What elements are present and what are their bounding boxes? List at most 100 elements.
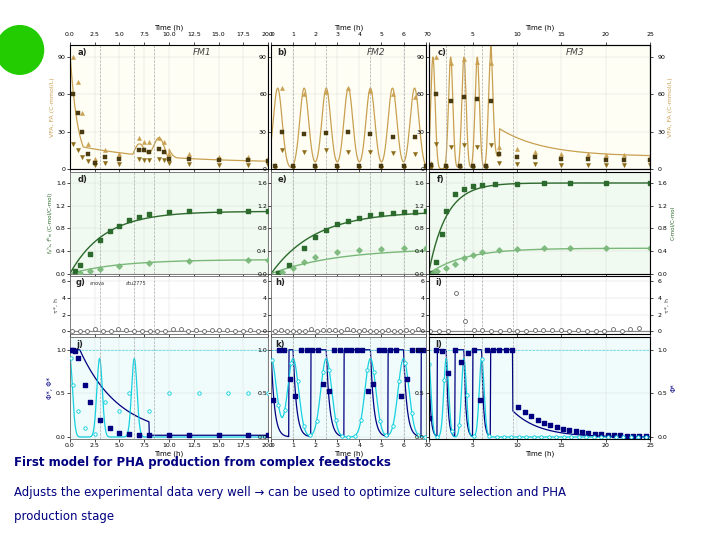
Point xyxy=(446,427,457,435)
Point xyxy=(133,431,145,440)
Point xyxy=(644,244,656,253)
Point xyxy=(580,433,592,441)
X-axis label: Time (h): Time (h) xyxy=(525,24,554,31)
Point xyxy=(328,346,340,354)
Point xyxy=(320,87,332,96)
Point xyxy=(143,137,155,146)
Point xyxy=(529,160,541,168)
Point xyxy=(282,327,293,335)
Point xyxy=(590,326,601,335)
Point xyxy=(346,346,357,354)
Point xyxy=(430,140,441,149)
Point xyxy=(468,346,480,354)
Point xyxy=(341,325,352,333)
Point xyxy=(557,424,569,433)
Point xyxy=(298,258,310,267)
Point xyxy=(298,422,310,430)
Point xyxy=(430,53,441,62)
Point xyxy=(213,207,225,215)
Point xyxy=(214,325,225,334)
Point xyxy=(193,389,204,397)
Point xyxy=(354,164,365,172)
Point xyxy=(334,346,346,354)
Point xyxy=(395,327,406,335)
Point xyxy=(262,157,274,166)
Point xyxy=(441,207,452,215)
Point xyxy=(397,161,409,170)
Point xyxy=(320,129,332,137)
Point xyxy=(441,164,452,172)
Point xyxy=(243,431,254,440)
Point xyxy=(89,430,100,438)
Point xyxy=(311,417,323,426)
Point xyxy=(136,326,148,335)
Point xyxy=(301,346,312,354)
Point xyxy=(634,324,645,333)
Point xyxy=(425,327,436,335)
Point xyxy=(595,430,607,438)
Point xyxy=(573,433,585,441)
Point xyxy=(237,327,248,336)
Point xyxy=(426,158,437,167)
Point xyxy=(397,244,409,253)
Point xyxy=(298,130,310,138)
Point xyxy=(143,431,155,440)
Point xyxy=(163,208,175,217)
Point xyxy=(458,254,469,263)
Point xyxy=(67,380,78,389)
Point xyxy=(183,160,194,168)
Point xyxy=(310,162,321,171)
Point xyxy=(564,327,575,336)
Point xyxy=(112,325,124,334)
Point xyxy=(331,164,343,172)
Text: i): i) xyxy=(435,278,442,287)
Text: a): a) xyxy=(78,48,87,57)
Point xyxy=(243,255,254,264)
Point xyxy=(418,346,429,354)
Point xyxy=(634,431,645,440)
Point xyxy=(364,327,376,335)
Point xyxy=(330,415,341,424)
Point xyxy=(546,326,558,335)
Point xyxy=(423,359,435,368)
Point xyxy=(183,150,194,158)
Point xyxy=(213,156,225,165)
X-axis label: Time (h): Time (h) xyxy=(333,451,363,457)
Point xyxy=(632,433,644,441)
Point xyxy=(420,164,431,172)
Point xyxy=(323,366,335,374)
Point xyxy=(356,346,368,354)
Point xyxy=(420,244,431,253)
Y-axis label: VFA, FA (C-mmol/L): VFA, FA (C-mmol/L) xyxy=(668,77,673,137)
Point xyxy=(72,407,84,415)
Point xyxy=(555,326,567,334)
Point xyxy=(354,213,365,222)
Point xyxy=(138,156,150,165)
Point xyxy=(430,258,441,267)
Point xyxy=(627,431,639,440)
Point xyxy=(89,158,100,167)
Point xyxy=(310,233,321,241)
Point xyxy=(183,431,194,440)
Text: First model for PHA production from complex feedstocks: First model for PHA production from comp… xyxy=(14,456,391,469)
Point xyxy=(445,59,456,68)
Text: j): j) xyxy=(76,340,83,349)
Point xyxy=(158,147,170,156)
Point xyxy=(318,380,329,388)
Point xyxy=(69,347,81,356)
Point xyxy=(472,142,483,151)
Point xyxy=(270,164,282,172)
Point xyxy=(94,235,105,244)
Point xyxy=(97,327,109,335)
Point xyxy=(72,109,84,117)
Point xyxy=(521,433,532,441)
Point xyxy=(513,403,524,411)
Point xyxy=(82,140,94,149)
Point xyxy=(529,326,541,334)
Point xyxy=(459,317,471,326)
Point xyxy=(576,428,588,436)
Point xyxy=(544,421,556,429)
Point xyxy=(331,220,343,228)
Point xyxy=(438,375,450,384)
Point xyxy=(480,164,492,172)
